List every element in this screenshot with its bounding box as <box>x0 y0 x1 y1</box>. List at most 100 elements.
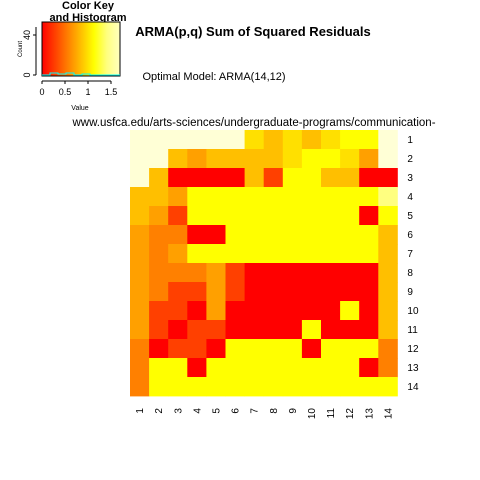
heatmap-cell-r10-c9 <box>282 301 303 321</box>
heatmap-cell-r3-c14 <box>378 168 398 188</box>
heatmap-cell-r4-c9 <box>282 187 303 207</box>
column-label-2: 2 <box>154 408 165 414</box>
heatmap-cell-r5-c9 <box>282 206 303 226</box>
heatmap-cell-r9-c8 <box>263 282 284 302</box>
heatmap-cell-r3-c6 <box>225 168 245 188</box>
heatmap-cell-r1-c7 <box>244 130 265 150</box>
heatmap-cell-r10-c6 <box>225 301 245 321</box>
heatmap-cell-r7-c4 <box>187 244 207 264</box>
heatmap-cell-r10-c14 <box>378 301 398 321</box>
heatmap-cell-r3-c11 <box>321 168 341 188</box>
heatmap-cell-r12-c4 <box>187 339 207 359</box>
heatmap-cell-r14-c2 <box>149 377 169 397</box>
column-label-9: 9 <box>288 408 299 414</box>
heatmap-cell-r8-c8 <box>263 263 284 283</box>
column-label-12: 12 <box>345 408 356 420</box>
chart-subtitle: Optimal Model: ARMA(14,12) <box>142 71 285 83</box>
heatmap-cell-r12-c6 <box>225 339 245 359</box>
heatmap-cell-r13-c12 <box>340 358 360 378</box>
heatmap-cell-r2-c13 <box>359 149 379 169</box>
heatmap-cell-r1-c5 <box>206 130 226 150</box>
heatmap-cell-r5-c13 <box>359 206 379 226</box>
color-key-gradient-bar <box>41 21 121 77</box>
heatmap-cell-r4-c14 <box>378 187 398 207</box>
heatmap-cell-r14-c1 <box>130 377 150 397</box>
heatmap-cell-r5-c4 <box>187 206 207 226</box>
heatmap-cell-r10-c3 <box>168 301 188 321</box>
heatmap-cell-r13-c13 <box>359 358 379 378</box>
heatmap-cell-r11-c2 <box>149 320 169 340</box>
color-key-xtick-0: 0 <box>39 87 44 97</box>
heatmap-cell-r4-c5 <box>206 187 226 207</box>
heatmap-cells <box>130 130 398 397</box>
heatmap-cell-r7-c14 <box>378 244 398 264</box>
heatmap-cell-r3-c8 <box>263 168 284 188</box>
source-url: www.usfca.edu/arts-sciences/undergraduat… <box>71 117 435 129</box>
heatmap-cell-r12-c1 <box>130 339 150 359</box>
heatmap-cell-r10-c2 <box>149 301 169 321</box>
heatmap-cell-r11-c5 <box>206 320 226 340</box>
heatmap-cell-r9-c13 <box>359 282 379 302</box>
heatmap-cell-r13-c11 <box>321 358 341 378</box>
row-label-4: 4 <box>407 192 413 203</box>
heatmap-cell-r9-c4 <box>187 282 207 302</box>
heatmap-cell-r5-c1 <box>130 206 150 226</box>
color-key-xtick-0-5: 0.5 <box>59 87 72 97</box>
heatmap-cell-r11-c3 <box>168 320 188 340</box>
heatmap-cell-r2-c3 <box>168 149 188 169</box>
heatmap-cell-r3-c12 <box>340 168 360 188</box>
heatmap-cell-r14-c12 <box>340 377 360 397</box>
heatmap-cell-r8-c7 <box>244 263 265 283</box>
heatmap-cell-r8-c3 <box>168 263 188 283</box>
heatmap-cell-r7-c7 <box>244 244 265 264</box>
heatmap-cell-r9-c7 <box>244 282 265 302</box>
column-label-13: 13 <box>364 408 375 420</box>
heatmap-cell-r5-c2 <box>149 206 169 226</box>
heatmap-cell-r3-c13 <box>359 168 379 188</box>
row-label-7: 7 <box>407 249 413 260</box>
heatmap-cell-r6-c4 <box>187 225 207 245</box>
heatmap-cell-r12-c3 <box>168 339 188 359</box>
column-label-8: 8 <box>269 408 280 414</box>
heatmap-cell-r12-c13 <box>359 339 379 359</box>
heatmap-cell-r4-c12 <box>340 187 360 207</box>
heatmap-cell-r11-c14 <box>378 320 398 340</box>
heatmap-cell-r9-c12 <box>340 282 360 302</box>
heatmap-cell-r12-c12 <box>340 339 360 359</box>
heatmap-cell-r6-c12 <box>340 225 360 245</box>
heatmap-cell-r6-c11 <box>321 225 341 245</box>
heatmap-cell-r5-c7 <box>244 206 265 226</box>
heatmap-cell-r10-c4 <box>187 301 207 321</box>
heatmap-cell-r13-c1 <box>130 358 150 378</box>
heatmap-cell-r2-c6 <box>225 149 245 169</box>
heatmap-cell-r6-c3 <box>168 225 188 245</box>
heatmap-cell-r3-c5 <box>206 168 226 188</box>
heatmap-cell-r6-c6 <box>225 225 245 245</box>
heatmap-cell-r2-c8 <box>263 149 284 169</box>
row-label-2: 2 <box>407 154 413 165</box>
heatmap-cell-r6-c14 <box>378 225 398 245</box>
column-label-1: 1 <box>135 408 146 414</box>
heatmap-column-labels: 1 2 3 4 5 6 7 8 9 10 11 12 13 14 <box>135 408 394 420</box>
heatmap-cell-r12-c11 <box>321 339 341 359</box>
heatmap-cell-r3-c9 <box>282 168 303 188</box>
heatmap-cell-r4-c1 <box>130 187 150 207</box>
heatmap-cell-r14-c10 <box>301 377 322 397</box>
heatmap-cell-r4-c6 <box>225 187 245 207</box>
heatmap-cell-r8-c12 <box>340 263 360 283</box>
heatmap-cell-r13-c5 <box>206 358 226 378</box>
heatmap-cell-r12-c14 <box>378 339 398 359</box>
heatmap-cell-r14-c5 <box>206 377 226 397</box>
heatmap-cell-r13-c7 <box>244 358 265 378</box>
heatmap-cell-r4-c11 <box>321 187 341 207</box>
heatmap-cell-r14-c3 <box>168 377 188 397</box>
heatmap-cell-r10-c7 <box>244 301 265 321</box>
heatmap-cell-r6-c8 <box>263 225 284 245</box>
heatmap-cell-r3-c10 <box>301 168 322 188</box>
heatmap-cell-r2-c2 <box>149 149 169 169</box>
heatmap-cell-r8-c2 <box>149 263 169 283</box>
heatmap-cell-r1-c4 <box>187 130 207 150</box>
heatmap-cell-r9-c3 <box>168 282 188 302</box>
heatmap-cell-r11-c13 <box>359 320 379 340</box>
